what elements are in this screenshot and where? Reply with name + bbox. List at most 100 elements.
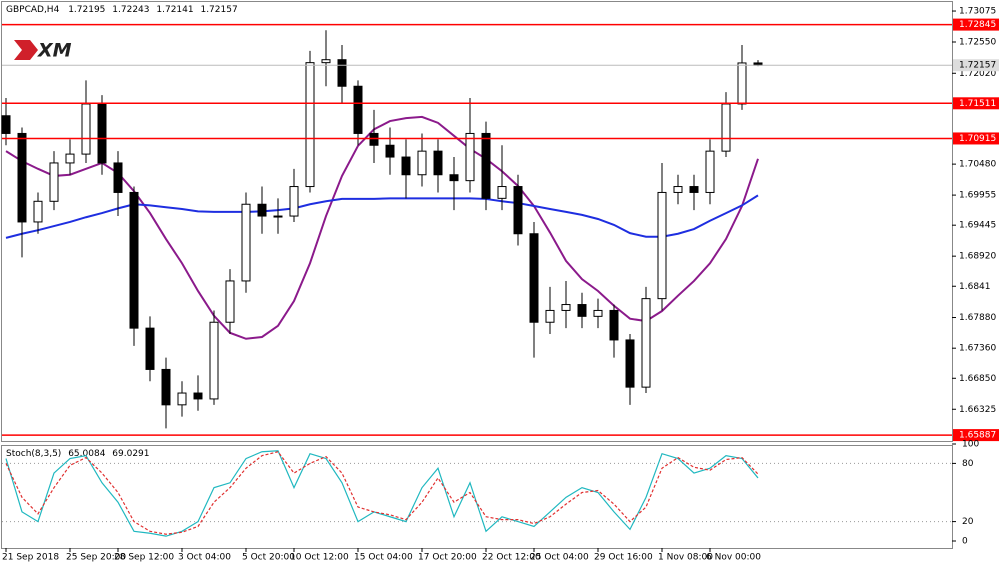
level-label: 1.71511 [959, 99, 996, 109]
candle-body [113, 162, 123, 193]
stoch-d: 69.0291 [112, 449, 149, 459]
y-tick-label: 1.72550 [959, 38, 996, 48]
y-tick-label: 0 [962, 537, 968, 547]
candle-body [17, 132, 27, 223]
candle-body [97, 103, 107, 164]
x-tick-label: 29 Oct 16:00 [594, 553, 653, 563]
candle-body [513, 186, 523, 235]
candle-body [273, 215, 283, 218]
candle-body [145, 327, 155, 370]
x-tick-label: 15 Oct 04:00 [354, 553, 413, 563]
candle-body [737, 62, 747, 105]
candle-body [497, 186, 507, 199]
candle-body [417, 150, 427, 176]
current-price-tag [953, 59, 999, 72]
candle-body [401, 156, 411, 176]
y-tick-label: 20 [962, 517, 974, 527]
candle-body [545, 309, 555, 323]
candle-body [689, 186, 699, 193]
level-tag [953, 429, 999, 442]
candle-body [49, 162, 59, 202]
candle-body [433, 150, 443, 176]
y-tick-label: 80 [962, 459, 974, 469]
candle-body [289, 186, 299, 217]
x-tick-label: 17 Oct 20:00 [418, 553, 477, 563]
candle-body [657, 191, 667, 300]
last-high: 1.72243 [112, 5, 149, 15]
y-tick-label: 1.72020 [959, 69, 996, 79]
candle-body [561, 304, 571, 311]
y-tick-label: 1.68920 [959, 252, 996, 262]
brand-logo: XM [14, 40, 72, 62]
candle-body [193, 392, 203, 400]
x-tick-label: 25 Sep 20:00 [66, 553, 126, 563]
candle-body [593, 309, 603, 317]
y-tick-label: 1.69445 [959, 221, 996, 231]
x-tick-label: 10 Oct 12:00 [290, 553, 349, 563]
y-tick-label: 1.69955 [959, 191, 996, 201]
stoch-line [5, 450, 759, 537]
y-tick-label: 1.66850 [959, 374, 996, 384]
candle-body [177, 392, 187, 406]
candle-body [577, 304, 587, 317]
x-tick-label: 3 Oct 04:00 [178, 553, 231, 563]
candle-body [449, 174, 459, 182]
price-panel [1, 1, 953, 442]
stoch-panel [1, 445, 953, 549]
y-tick-label: 1.6841 [959, 282, 991, 292]
candle-body [257, 203, 267, 217]
x-tick-label: 1 Nov 08:00 [658, 553, 713, 563]
moving-average [5, 115, 759, 340]
candle-body [465, 132, 475, 182]
candle-body [641, 298, 651, 388]
candle-body [33, 200, 43, 223]
candle-body [609, 309, 619, 341]
candle-body [369, 132, 379, 146]
candle-body [1, 115, 11, 134]
candle-body [225, 280, 235, 323]
brand: XM [37, 40, 72, 62]
level-tag [953, 18, 999, 31]
last-low: 1.72141 [156, 5, 193, 15]
level-tag [953, 132, 999, 145]
x-tick-label: 5 Oct 20:00 [242, 553, 295, 563]
candle-body [209, 321, 219, 400]
candle-body [129, 191, 139, 329]
candle-body [353, 85, 363, 134]
x-tick-label: 22 Oct 12:00 [482, 553, 541, 563]
x-tick-label: 28 Sep 12:00 [114, 553, 174, 563]
y-tick-label: 1.70480 [959, 160, 996, 170]
candle-body [305, 62, 315, 188]
y-tick-label: 1.67880 [959, 313, 996, 323]
candle-body [673, 186, 683, 193]
candle-body [705, 150, 715, 193]
candle-body [321, 59, 331, 64]
x-tick-label: 21 Sep 2018 [2, 553, 59, 563]
price-header: GBPCAD,H4 1.72195 1.72243 1.72141 1.7215… [6, 5, 238, 15]
x-tick-label: 25 Oct 04:00 [530, 553, 589, 563]
y-tick-label: 1.73075 [959, 7, 996, 17]
candle-body [481, 132, 491, 199]
candle-body [337, 59, 347, 87]
level-label: 1.72845 [959, 20, 996, 30]
symbol: GBPCAD,H4 [6, 5, 60, 15]
stoch-line [5, 451, 759, 535]
candle-body [65, 153, 75, 164]
y-tick-label: 1.67360 [959, 344, 996, 354]
candle-body [625, 339, 635, 388]
level-label: 1.70915 [959, 134, 996, 144]
y-tick-label: 100 [962, 440, 979, 450]
stoch-header: Stoch(8,3,5) 65.0084 69.0291 [6, 449, 150, 459]
last-open: 1.72195 [68, 5, 105, 15]
candle-body [81, 103, 91, 155]
y-tick-label: 1.66325 [959, 405, 996, 415]
x-tick-label: 6 Nov 00:00 [706, 553, 761, 563]
last-close: 1.72157 [200, 5, 237, 15]
current-price-label: 1.72157 [959, 61, 996, 71]
level-tag [953, 97, 999, 110]
level-label: 1.65887 [959, 431, 996, 441]
candle-body [241, 203, 251, 282]
